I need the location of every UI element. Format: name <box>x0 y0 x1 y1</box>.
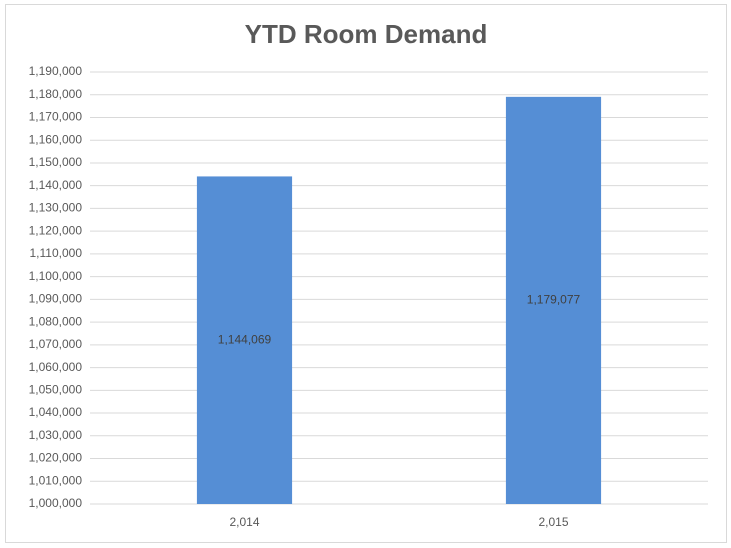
y-tick-label: 1,020,000 <box>29 451 83 465</box>
y-tick-label: 1,140,000 <box>29 178 83 192</box>
data-label: 1,179,077 <box>527 293 581 307</box>
y-tick-label: 1,170,000 <box>29 110 83 124</box>
y-tick-label: 1,090,000 <box>29 292 83 306</box>
bar <box>505 96 602 504</box>
y-tick-label: 1,040,000 <box>29 405 83 419</box>
y-tick-label: 1,100,000 <box>29 269 83 283</box>
data-label: 1,144,069 <box>218 332 272 346</box>
y-tick-label: 1,030,000 <box>29 428 83 442</box>
y-tick-label: 1,160,000 <box>29 132 83 146</box>
x-tick-label: 2,015 <box>538 515 568 529</box>
y-tick-label: 1,190,000 <box>29 64 83 78</box>
y-tick-label: 1,130,000 <box>29 201 83 215</box>
bar <box>196 176 293 504</box>
y-tick-label: 1,120,000 <box>29 223 83 237</box>
y-tick-label: 1,050,000 <box>29 382 83 396</box>
x-tick-label: 2,014 <box>229 515 259 529</box>
y-tick-label: 1,180,000 <box>29 87 83 101</box>
y-tick-label: 1,070,000 <box>29 337 83 351</box>
y-tick-label: 1,000,000 <box>29 496 83 510</box>
y-tick-label: 1,010,000 <box>29 473 83 487</box>
chart-border <box>5 4 727 543</box>
y-tick-label: 1,060,000 <box>29 360 83 374</box>
y-tick-label: 1,150,000 <box>29 155 83 169</box>
chart-title: YTD Room Demand <box>245 19 488 49</box>
y-tick-label: 1,080,000 <box>29 314 83 328</box>
y-tick-label: 1,110,000 <box>30 246 83 260</box>
